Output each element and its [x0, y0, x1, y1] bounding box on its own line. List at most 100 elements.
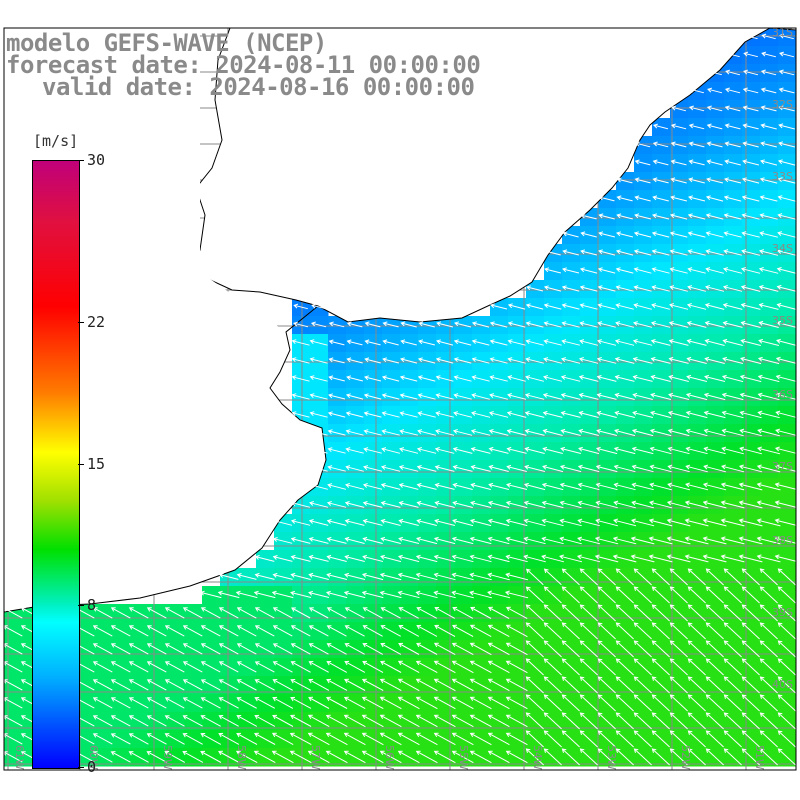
- wind-arrow: [723, 604, 742, 622]
- wind-arrow: [308, 696, 330, 709]
- wind-arrow: [616, 231, 634, 238]
- wind-arrow: [651, 568, 670, 586]
- wind-arrow: [487, 554, 510, 563]
- wind-arrow: [651, 604, 670, 622]
- wind-arrow: [760, 69, 777, 76]
- wind-arrow: [741, 694, 760, 712]
- wind-arrow: [723, 568, 742, 586]
- wind-arrow: [469, 590, 493, 599]
- wind-arrow: [362, 483, 383, 490]
- wind-arrow: [687, 748, 706, 766]
- wind-arrow: [525, 640, 544, 658]
- wind-arrow: [705, 658, 724, 676]
- wind-arrow: [308, 661, 329, 673]
- wind-arrow: [579, 321, 598, 328]
- wind-arrow: [707, 87, 723, 94]
- wind-arrow: [400, 357, 418, 364]
- wind-arrow: [579, 339, 599, 346]
- lat-label: 37S: [772, 460, 793, 473]
- wind-arrow: [505, 732, 528, 746]
- wind-arrow: [687, 267, 706, 274]
- wind-arrow: [579, 748, 598, 766]
- wind-arrow: [199, 590, 222, 599]
- wind-arrow: [595, 500, 618, 509]
- wind-arrow: [273, 519, 293, 526]
- wind-arrow: [293, 321, 309, 328]
- wind-arrow: [308, 625, 329, 637]
- wind-arrow: [325, 732, 348, 746]
- wind-arrow: [506, 411, 527, 418]
- lat-label: 36S: [772, 388, 793, 401]
- wind-arrow: [543, 622, 562, 640]
- wind-arrow: [309, 483, 328, 490]
- wind-arrow: [344, 625, 365, 637]
- wind-arrow: [415, 554, 438, 563]
- wind-arrow: [758, 302, 779, 310]
- wind-arrow: [542, 428, 563, 436]
- wind-arrow: [507, 339, 526, 346]
- wind-arrow: [524, 446, 545, 454]
- wind-arrow: [308, 643, 329, 655]
- wind-arrow: [311, 303, 327, 310]
- wind-arrow: [523, 554, 546, 563]
- wind-arrow: [634, 159, 651, 166]
- wind-arrow: [561, 748, 580, 766]
- wind-arrow: [218, 643, 239, 655]
- wind-arrow: [218, 625, 239, 637]
- wind-arrow: [436, 339, 454, 346]
- wind-arrow: [343, 750, 366, 764]
- wind-arrow: [632, 392, 653, 400]
- wind-arrow: [686, 356, 707, 364]
- wind-arrow: [487, 714, 510, 728]
- wind-arrow: [487, 572, 510, 581]
- wind-arrow: [723, 640, 742, 658]
- wind-arrow: [92, 715, 113, 727]
- wind-arrow: [776, 249, 797, 256]
- wind-arrow: [757, 374, 780, 383]
- wind-arrow: [777, 730, 796, 748]
- wind-arrow: [218, 750, 240, 763]
- wind-arrow: [182, 750, 204, 763]
- wind-arrow: [451, 590, 474, 599]
- wind-arrow: [291, 411, 310, 418]
- wind-arrow: [272, 714, 294, 727]
- wind-arrow: [598, 249, 616, 256]
- wind-arrow: [487, 678, 510, 692]
- wind-arrow: [721, 392, 744, 401]
- wind-arrow: [488, 482, 510, 490]
- wind-arrow: [561, 303, 580, 310]
- wind-arrow: [308, 537, 329, 544]
- wind-arrow: [560, 375, 581, 382]
- wind-arrow: [597, 712, 616, 730]
- wind-arrow: [777, 640, 796, 658]
- wind-arrow: [505, 642, 528, 656]
- wind-arrow: [328, 357, 345, 364]
- wind-arrow: [469, 696, 492, 710]
- wind-arrow: [92, 733, 113, 745]
- wind-arrow: [741, 730, 760, 748]
- wind-arrow: [650, 321, 671, 328]
- wind-arrow: [525, 676, 544, 694]
- wind-arrow: [704, 303, 725, 310]
- wind-arrow: [651, 748, 670, 766]
- wind-arrow: [669, 658, 688, 676]
- wind-arrow: [742, 105, 759, 112]
- wind-arrow: [397, 732, 420, 746]
- wind-arrow: [469, 678, 492, 692]
- wind-arrow: [705, 267, 724, 274]
- wind-arrow: [146, 607, 167, 619]
- wind-arrow: [470, 482, 491, 490]
- wind-arrow: [417, 375, 436, 382]
- wind-arrow: [774, 464, 799, 473]
- wind-arrow: [452, 429, 473, 436]
- wind-arrow: [488, 429, 509, 436]
- wind-arrow: [561, 586, 580, 604]
- wind-arrow: [470, 464, 491, 472]
- wind-arrow: [774, 482, 799, 491]
- wind-arrow: [561, 676, 580, 694]
- wind-arrow: [146, 697, 167, 709]
- wind-arrow: [381, 393, 400, 400]
- wind-arrow: [652, 177, 669, 184]
- wind-arrow: [452, 500, 473, 508]
- wind-arrow: [667, 482, 691, 491]
